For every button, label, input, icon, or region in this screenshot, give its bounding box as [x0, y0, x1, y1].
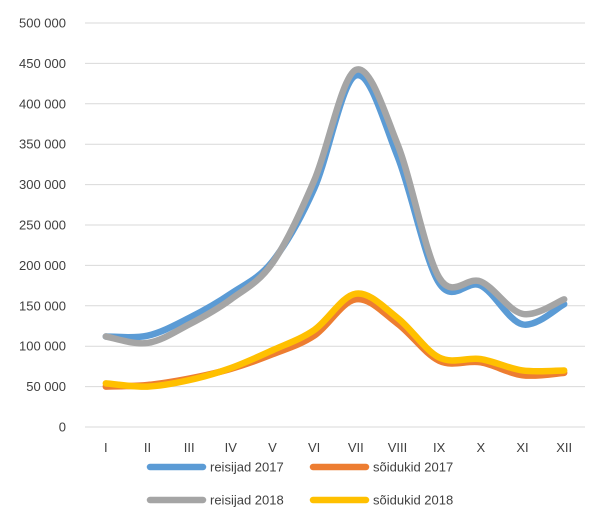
x-tick-label: XII	[556, 440, 572, 455]
y-tick-label: 200 000	[19, 258, 66, 273]
legend-item: reisijad 2017	[146, 460, 284, 475]
x-tick-label: VIII	[388, 440, 408, 455]
x-axis-tick-labels: I II III IV V VI VII VIII IX X XI XII	[104, 440, 572, 455]
x-tick-label: V	[268, 440, 277, 455]
legend-label: sõidukid 2017	[373, 460, 453, 475]
y-axis-tick-labels: 0 50 000 100 000 150 000 200 000 250 000 300 0…	[19, 16, 66, 435]
data-series	[102, 66, 568, 390]
x-tick-label: I	[104, 440, 108, 455]
legend-label: reisijad 2018	[210, 493, 284, 508]
legend-label: reisijad 2017	[210, 460, 284, 475]
legend: reisijad 2017 sõidukid 2017 reisijad 2018 s…	[146, 460, 453, 508]
y-tick-label: 100 000	[19, 339, 66, 354]
x-tick-label: III	[184, 440, 195, 455]
y-tick-label: 450 000	[19, 56, 66, 71]
y-tick-label: 250 000	[19, 218, 66, 233]
legend-label: sõidukid 2018	[373, 493, 453, 508]
legend-item: sõidukid 2018	[309, 493, 453, 508]
y-tick-label: 150 000	[19, 298, 66, 313]
x-tick-label: IX	[433, 440, 446, 455]
y-tick-label: 350 000	[19, 137, 66, 152]
series-line-4	[102, 290, 568, 390]
x-tick-label: IV	[225, 440, 238, 455]
y-tick-label: 400 000	[19, 96, 66, 111]
x-tick-label: X	[476, 440, 485, 455]
x-tick-label: VI	[308, 440, 320, 455]
series-line-3	[102, 66, 568, 347]
x-tick-label: II	[144, 440, 151, 455]
x-tick-label: VII	[348, 440, 364, 455]
legend-item: reisijad 2018	[146, 493, 284, 508]
x-tick-label: XI	[516, 440, 528, 455]
y-tick-label: 300 000	[19, 177, 66, 192]
legend-item: sõidukid 2017	[309, 460, 453, 475]
y-tick-label: 500 000	[19, 16, 66, 31]
y-tick-label: 50 000	[26, 379, 66, 394]
y-tick-label: 0	[59, 420, 66, 435]
